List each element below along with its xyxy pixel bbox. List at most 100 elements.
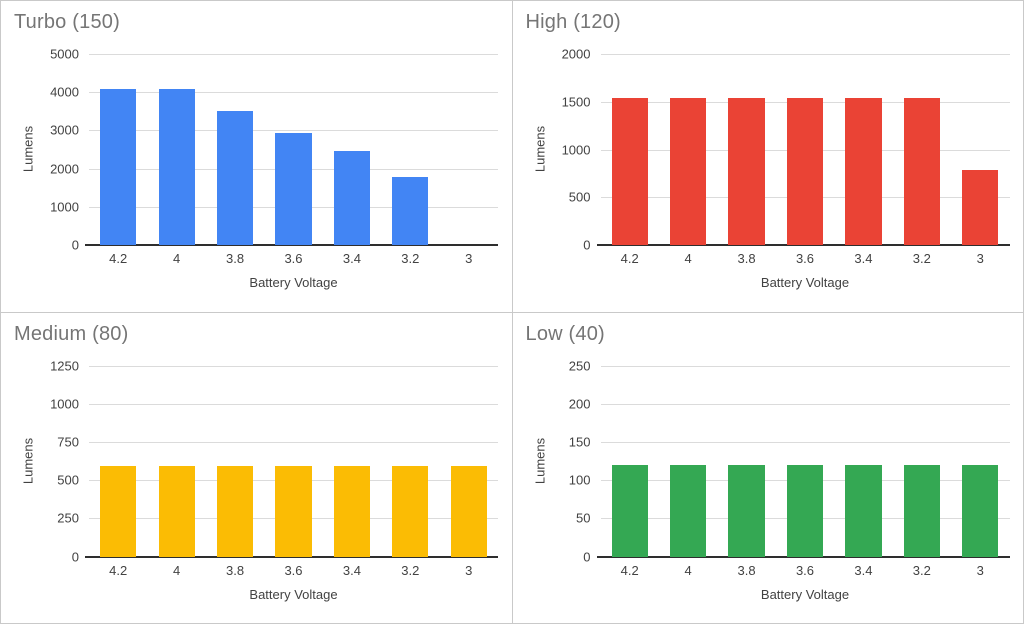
bar-3.4v [845, 97, 882, 245]
bar-3.4v [333, 150, 370, 245]
bar-slot [206, 54, 264, 245]
y-tick-label: 200 [568, 396, 591, 412]
x-tick-label: 3.4 [342, 251, 361, 266]
x-tick-label: 3.2 [912, 562, 931, 578]
x-tick-label: 4 [684, 562, 692, 578]
x-tick-label: 4.2 [620, 251, 639, 266]
x-axis-title: Battery Voltage [760, 275, 850, 290]
bar-slot [264, 366, 322, 557]
bar-4v [158, 89, 195, 245]
bar-4.2v [611, 464, 648, 557]
x-tick-label: 3.8 [226, 251, 245, 266]
bar-slot [659, 54, 717, 245]
y-tick-labels: 0 1000 2000 3000 4000 5000 [1, 48, 79, 252]
bar-3.6v [786, 97, 824, 245]
x-tick-label: 4 [173, 562, 181, 578]
bar-slot [601, 366, 659, 557]
bar-3v [962, 169, 999, 245]
y-tick-label: 250 [568, 358, 591, 373]
bar-series [601, 54, 1010, 245]
bar-slot [951, 366, 1009, 557]
gridline [89, 130, 498, 132]
gridline [600, 441, 1010, 443]
bar-slot [381, 54, 439, 245]
gridline [600, 54, 1010, 55]
bar-series [601, 366, 1010, 557]
y-tick-label: 1250 [50, 358, 79, 373]
bar-slot [601, 54, 659, 245]
x-tick-label: 3.6 [284, 251, 303, 266]
chart-title: High (120) [525, 11, 621, 33]
bar-slot [717, 366, 775, 557]
bar-3.4v [845, 464, 882, 557]
x-tick-label: 3.6 [795, 562, 815, 578]
bar-slot [147, 54, 205, 245]
chart-panel-high[interactable]: High (120) Lumens 0 500 1000 1500 2000 4.2 4 3… [512, 1, 1023, 312]
bar-3.4v [333, 466, 370, 557]
plot-area: 4.2 4 3.8 3.6 3.4 3.2 3 [85, 54, 498, 266]
bar-slot [323, 366, 381, 557]
x-tick-label: 3.8 [226, 562, 245, 578]
gridline [89, 54, 498, 55]
chart-title: Medium (80) [14, 322, 129, 345]
x-tick-label: 3.2 [401, 562, 420, 578]
chart-panel-low[interactable]: Low (40) Lumens 0 50 100 150 200 250 4.2 4 3.8 3… [512, 312, 1023, 623]
y-tick-label: 3000 [50, 122, 79, 138]
bar-3v [962, 464, 999, 557]
x-tick-label: 3.8 [737, 251, 756, 266]
y-tick-label: 500 [57, 472, 79, 488]
x-tick-label: 3.4 [342, 562, 361, 578]
x-tick-label: 4 [684, 251, 692, 266]
y-tick-label: 0 [71, 549, 79, 564]
bar-3.2v [903, 97, 940, 245]
y-tick-label: 750 [57, 434, 79, 450]
bar-3.2v [392, 177, 429, 245]
bar-slot [440, 54, 498, 245]
x-tick-label: 3 [465, 562, 473, 578]
bar-3v [450, 466, 487, 557]
x-tick-labels: 4.2 4 3.8 3.6 3.4 3.2 3 [601, 563, 1010, 578]
y-tick-label: 0 [71, 237, 79, 253]
y-tick-label: 100 [568, 472, 591, 488]
y-tick-label: 1500 [561, 94, 591, 110]
bar-3.2v [392, 466, 429, 557]
x-axis-line [85, 244, 498, 246]
y-tick-label: 0 [583, 549, 591, 564]
bar-slot [893, 54, 951, 245]
bar-slot [206, 366, 264, 557]
bar-slot [834, 54, 892, 245]
x-tick-label: 4.2 [620, 562, 639, 578]
bar-3.6v [786, 464, 824, 557]
chart-panel-medium[interactable]: Medium (80) Lumens 0 250 500 750 1000 1250 4.… [1, 312, 512, 623]
gridline [89, 365, 498, 367]
plot-area: 4.2 4 3.8 3.6 3.4 3.2 3 [85, 365, 498, 578]
y-tick-label: 5000 [50, 46, 79, 62]
bar-3.6v [275, 132, 312, 245]
chart-title: Low (40) [525, 322, 605, 345]
x-axis-line [596, 555, 1010, 558]
gridline [600, 403, 1010, 405]
chart-panel-turbo[interactable]: Turbo (150) Lumens 0 1000 2000 3000 4000 5000… [1, 1, 512, 312]
x-tick-label: 3 [465, 251, 473, 266]
y-tick-label: 0 [583, 237, 591, 253]
x-axis-title: Battery Voltage [760, 586, 850, 602]
bar-3.2v [903, 464, 940, 557]
y-tick-label: 50 [576, 510, 591, 526]
bar-slot [147, 366, 205, 557]
bar-series [89, 366, 498, 557]
x-tick-label: 3.4 [854, 562, 873, 578]
x-axis-line [85, 555, 498, 558]
y-tick-label: 1000 [50, 199, 79, 215]
bar-slot [776, 54, 834, 245]
y-tick-labels: 0 250 500 750 1000 1250 [1, 359, 79, 563]
gridline [89, 403, 498, 405]
plot-area: 4.2 4 3.8 3.6 3.4 3.2 3 [596, 54, 1010, 266]
bar-4.2v [100, 89, 137, 245]
gridline [600, 365, 1010, 367]
x-tick-label: 3.8 [737, 562, 756, 578]
bar-4v [670, 97, 707, 245]
x-axis-line [596, 244, 1010, 246]
y-tick-label: 4000 [50, 84, 79, 100]
x-tick-label: 4 [173, 251, 181, 266]
y-tick-labels: 0 500 1000 1500 2000 [513, 48, 591, 252]
